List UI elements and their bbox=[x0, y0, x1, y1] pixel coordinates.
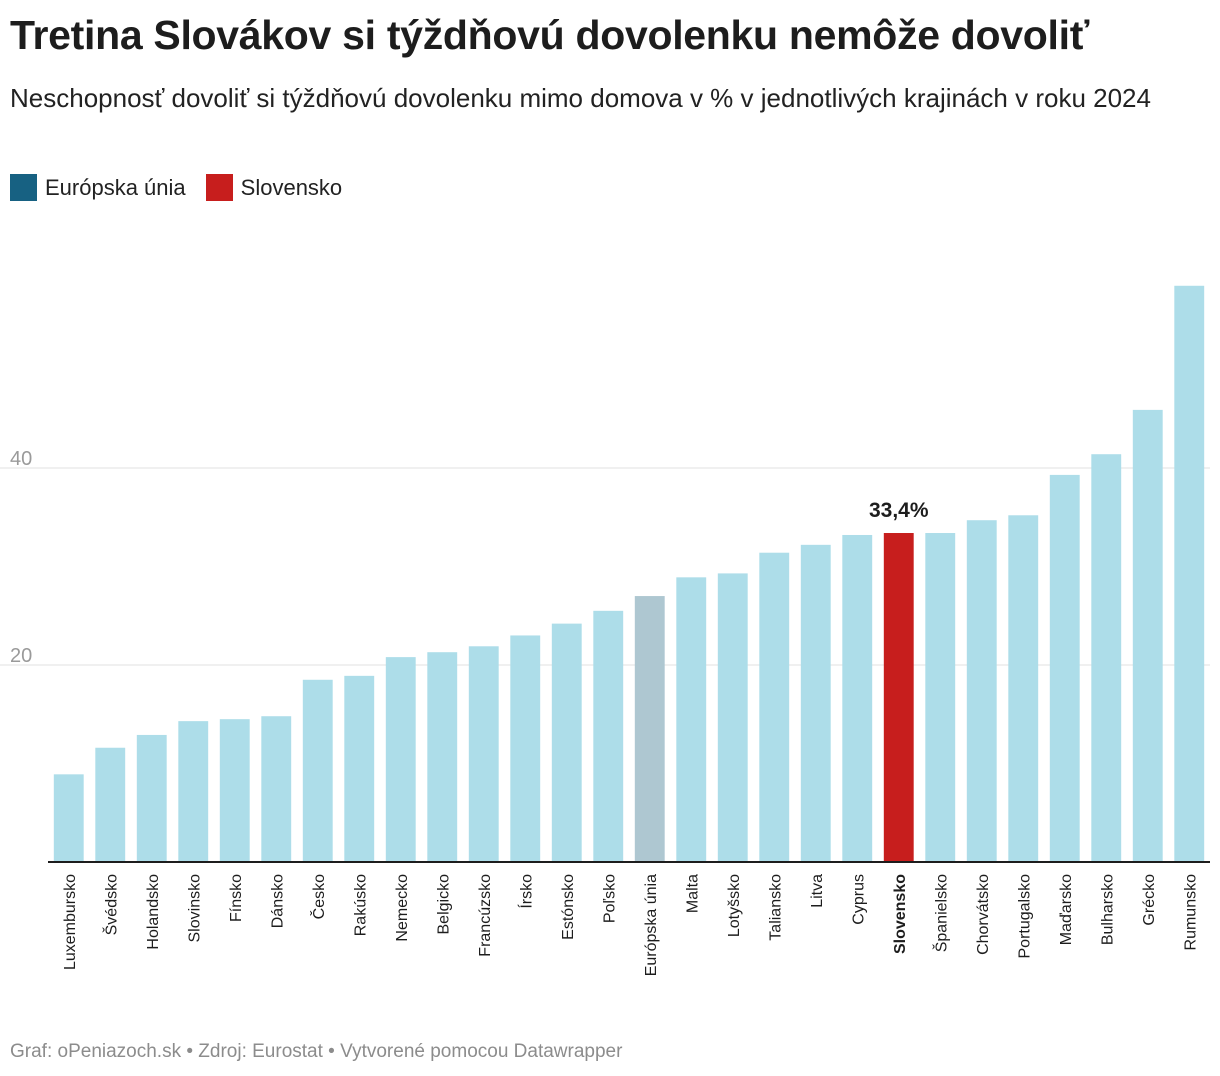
x-tick-label-taliansko: Taliansko bbox=[767, 874, 784, 941]
bar-dansko bbox=[261, 716, 292, 862]
x-tick-label-lotyssko: Lotyšsko bbox=[726, 874, 743, 937]
bar-holandsko bbox=[136, 734, 167, 862]
bar-irsko bbox=[510, 635, 541, 862]
x-tick-label-grecko: Grécko bbox=[1141, 874, 1158, 926]
legend: Európska únia Slovensko bbox=[10, 174, 342, 201]
chart-subtitle: Neschopnosť dovoliť si týždňovú dovolenk… bbox=[10, 83, 1151, 113]
x-tick-label-spanielsko: Španielsko bbox=[931, 874, 950, 952]
x-tick-label-svedsko: Švédsko bbox=[101, 874, 120, 935]
bar-rakusko bbox=[344, 675, 375, 862]
y-tick-label-40: 40 bbox=[10, 448, 32, 470]
x-tick-label-europska-unia: Európska únia bbox=[643, 874, 660, 976]
bar-polsko bbox=[593, 610, 624, 862]
bar-slovinsko bbox=[178, 721, 209, 862]
legend-swatch-slovensko bbox=[205, 174, 233, 201]
x-tick-label-portugalsko: Portugalsko bbox=[1016, 874, 1033, 959]
bar-europska-unia bbox=[634, 596, 665, 862]
bar-svedsko bbox=[95, 747, 126, 862]
y-tick-label-20: 20 bbox=[10, 645, 32, 667]
x-tick-label-rakusko: Rakúsko bbox=[352, 874, 369, 936]
x-tick-label-holandsko: Holandsko bbox=[145, 874, 162, 950]
legend-label-slovensko: Slovensko bbox=[240, 174, 343, 200]
bar-portugalsko bbox=[1008, 515, 1039, 862]
chart-title: Tretina Slovákov si týždňovú dovolenku n… bbox=[10, 12, 1090, 58]
bar-nemecko bbox=[385, 657, 416, 862]
bar-cyprus bbox=[842, 534, 873, 862]
x-tick-label-belgicko: Belgicko bbox=[435, 874, 452, 935]
bar-luxembursko bbox=[53, 774, 84, 862]
x-tick-label-madarsko: Maďarsko bbox=[1058, 874, 1075, 945]
x-tick-label-slovinsko: Slovinsko bbox=[186, 874, 203, 943]
x-tick-label-finsko: Fínsko bbox=[228, 874, 245, 922]
bar-litva bbox=[800, 544, 831, 862]
bar-estonsko bbox=[551, 623, 582, 862]
bar-chart: 20 40 Luxembursko Švédsko Holandsko Slovinsko… bbox=[0, 285, 1210, 976]
bar-cesko bbox=[302, 679, 333, 862]
bar-madarsko bbox=[1049, 474, 1080, 862]
chart-footer: Graf: oPeniazoch.sk • Zdroj: Eurostat • … bbox=[10, 1041, 623, 1062]
bar-malta bbox=[676, 577, 707, 862]
x-tick-label-francuzsko: Francúzsko bbox=[477, 874, 494, 957]
x-tick-label-litva: Litva bbox=[809, 874, 826, 908]
bar-spanielsko bbox=[925, 533, 956, 862]
x-tick-label-irsko: Írsko bbox=[516, 874, 535, 909]
x-tick-label-malta: Malta bbox=[684, 874, 701, 913]
bar-lotyssko bbox=[717, 573, 748, 862]
x-tick-label-cyprus: Cyprus bbox=[850, 874, 867, 925]
x-tick-label-luxembursko: Luxembursko bbox=[62, 874, 79, 970]
bar-francuzsko bbox=[468, 646, 499, 862]
x-tick-label-slovensko: Slovensko bbox=[892, 874, 909, 954]
bar-rumunsko bbox=[1174, 285, 1205, 862]
bar-taliansko bbox=[759, 552, 790, 862]
bar-chorvatsko bbox=[966, 520, 997, 862]
legend-item-eu: Európska únia bbox=[10, 174, 186, 201]
legend-label-eu: Európska únia bbox=[45, 174, 186, 200]
x-tick-label-polsko: Poľsko bbox=[601, 874, 618, 923]
x-tick-label-dansko: Dánsko bbox=[269, 874, 286, 928]
bar-belgicko bbox=[427, 652, 458, 862]
bar-finsko bbox=[219, 719, 250, 862]
bar-bulharsko bbox=[1091, 454, 1122, 862]
x-tick-label-bulharsko: Bulharsko bbox=[1099, 874, 1116, 945]
data-label-slovensko: 33,4% bbox=[869, 499, 929, 522]
x-tick-label-chorvatsko: Chorvátsko bbox=[975, 874, 992, 955]
x-tick-label-rumunsko: Rumunsko bbox=[1182, 874, 1199, 951]
legend-item-slovensko: Slovensko bbox=[205, 174, 343, 201]
x-tick-label-estonsko: Estónsko bbox=[560, 874, 577, 940]
legend-swatch-eu bbox=[10, 174, 37, 201]
bar-slovensko bbox=[883, 533, 914, 862]
x-tick-label-nemecko: Nemecko bbox=[394, 874, 411, 942]
x-tick-label-cesko: Česko bbox=[309, 874, 328, 919]
bar-grecko bbox=[1132, 409, 1163, 862]
